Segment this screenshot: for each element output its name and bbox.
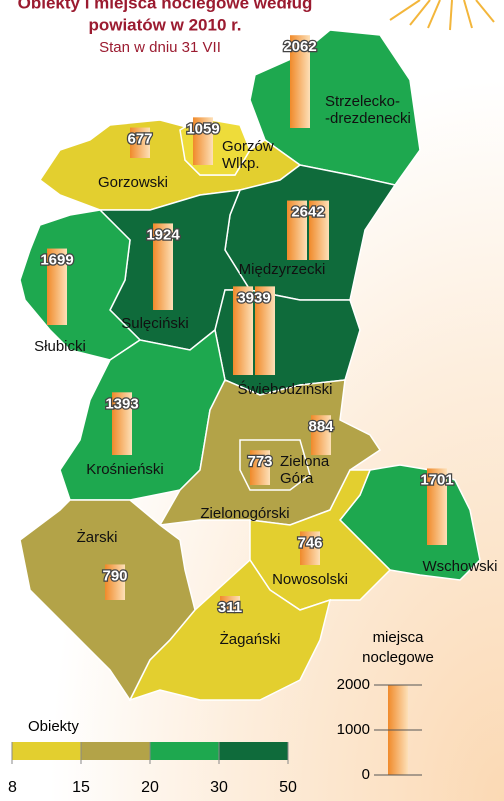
legend-tick-label: 20	[141, 779, 159, 796]
legend-swatch	[12, 742, 81, 760]
value-label: 1393	[105, 395, 138, 412]
size-legend-tick-label: 0	[362, 766, 370, 783]
subtitle: Stan w dniu 31 VII	[99, 39, 221, 56]
value-label: 2642	[291, 204, 324, 221]
bar	[250, 450, 270, 485]
region-name: Gorzowski	[98, 174, 168, 191]
bar	[300, 531, 320, 565]
bar	[130, 127, 150, 158]
bar	[153, 223, 173, 310]
value-label: 1924	[146, 226, 180, 243]
value-label: 311	[218, 599, 242, 616]
value-label: 790	[102, 567, 127, 584]
value-label: 746	[297, 534, 322, 551]
value-label: 2062	[283, 38, 316, 55]
region-name: Gorzów	[222, 138, 274, 155]
size-legend-tick-label: 1000	[337, 721, 370, 738]
bar	[220, 596, 240, 610]
bar	[427, 468, 447, 545]
legend-tick-label: 30	[210, 779, 228, 796]
value-label: 1701	[420, 471, 453, 488]
region-name: Słubicki	[34, 338, 86, 355]
region-name: Sulęciński	[121, 315, 189, 332]
size-legend-tick-label: 2000	[337, 676, 370, 693]
region-name: Wschowski	[422, 558, 497, 575]
value-label: 773	[247, 453, 272, 470]
bar	[193, 117, 213, 165]
value-label: 1699	[40, 252, 73, 269]
region-name: Strzelecko-	[325, 93, 400, 110]
region-name: Zielonogórski	[200, 505, 289, 522]
value-label: 3939	[237, 289, 270, 306]
value-label: 884	[308, 418, 334, 435]
title: Obiekty i miejsca noclegowe według	[18, 0, 313, 12]
region-name: Wlkp.	[222, 155, 260, 172]
bar	[287, 200, 307, 260]
bar	[233, 286, 253, 375]
sun-rays	[389, 0, 495, 31]
bar	[309, 200, 329, 260]
title: powiatów w 2010 r.	[88, 15, 241, 34]
region-name: Zielona	[280, 453, 330, 470]
region-name: Świebodziński	[237, 380, 332, 398]
region-name: Żagański	[220, 630, 281, 648]
value-label: 677	[127, 131, 152, 148]
legend-swatch	[219, 742, 288, 760]
value-label: 1059	[186, 120, 219, 137]
region-name: Żarski	[77, 528, 118, 546]
region-name: -drezdenecki	[325, 110, 411, 127]
size-legend-title: miejsca	[373, 629, 425, 646]
region-name: Krośnieński	[86, 461, 164, 478]
legend-tick-label: 8	[8, 779, 17, 796]
bar	[290, 35, 310, 128]
size-legend-title: noclegowe	[362, 649, 434, 666]
legend-swatch	[150, 742, 219, 760]
region-name: Góra	[280, 470, 314, 487]
bar	[311, 415, 331, 455]
legend-tick-label: 50	[279, 779, 297, 796]
region	[128, 558, 332, 702]
bar	[112, 392, 132, 455]
region-name: Nowosolski	[272, 571, 348, 588]
region-name: Międzyrzecki	[239, 261, 326, 278]
bar	[255, 286, 275, 375]
legend-swatch	[81, 742, 150, 760]
legend-tick-label: 15	[72, 779, 90, 796]
bar	[105, 564, 125, 600]
legend-title: Obiekty	[28, 718, 79, 735]
bar	[47, 248, 67, 325]
